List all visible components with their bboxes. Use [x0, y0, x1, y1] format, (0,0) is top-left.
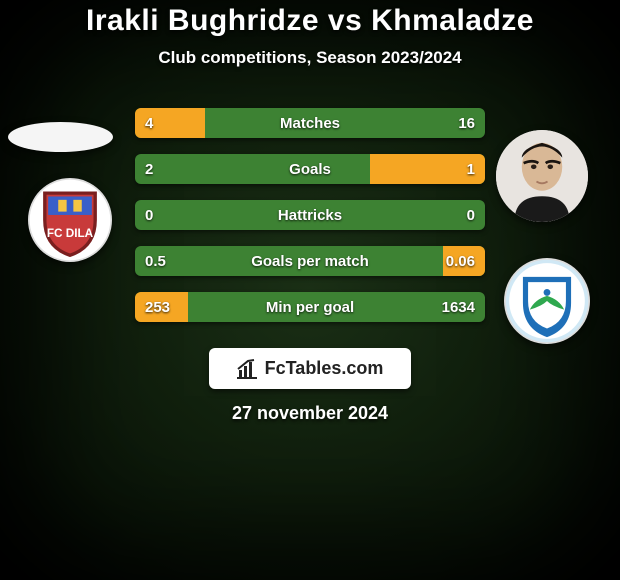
page-title: Irakli Bughridze vs Khmaladze [86, 4, 534, 38]
infographic: Irakli Bughridze vs Khmaladze Club compe… [0, 0, 620, 580]
brand-text: FcTables.com [265, 358, 384, 379]
stat-right-value: 1 [467, 161, 475, 178]
stat-right-value: 16 [458, 115, 475, 132]
stat-label: Goals per match [251, 253, 369, 270]
stat-row: 253 Min per goal 1634 [135, 292, 485, 322]
stat-right-value: 0 [467, 207, 475, 224]
stat-left-value: 4 [145, 115, 153, 132]
stat-row: 0.5 Goals per match 0.06 [135, 246, 485, 276]
stat-left-value: 253 [145, 299, 170, 316]
subtitle: Club competitions, Season 2023/2024 [158, 48, 461, 68]
brand-logo: FcTables.com [209, 348, 412, 389]
stat-left-value: 0.5 [145, 253, 166, 270]
stat-left-value: 0 [145, 207, 153, 224]
stat-label: Matches [280, 115, 340, 132]
stats-comparison: 4 Matches 16 2 Goals 1 0 Hattricks 0 0.5 Goals per… [0, 108, 620, 322]
stat-left-value: 2 [145, 161, 153, 178]
stat-right-value: 0.06 [446, 253, 475, 270]
stat-bars: 4 Matches 16 2 Goals 1 0 Hattricks 0 0.5 Goals per… [135, 108, 485, 322]
stat-row: 4 Matches 16 [135, 108, 485, 138]
stat-label: Min per goal [266, 299, 354, 316]
stat-row: 2 Goals 1 [135, 154, 485, 184]
date-label: 27 november 2024 [232, 403, 388, 424]
stat-right-value: 1634 [442, 299, 475, 316]
barchart-icon [237, 359, 259, 379]
stat-label: Goals [289, 161, 331, 178]
stat-row: 0 Hattricks 0 [135, 200, 485, 230]
stat-label: Hattricks [278, 207, 342, 224]
